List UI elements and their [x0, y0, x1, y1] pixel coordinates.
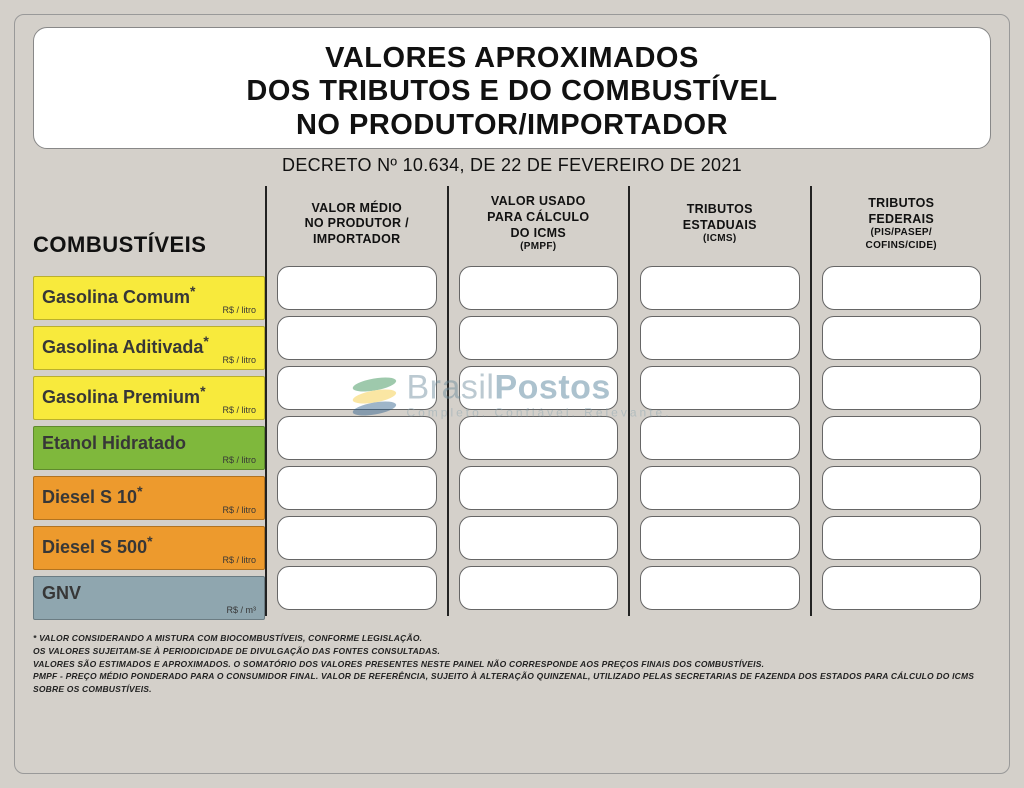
page-title: VALORES APROXIMADOS DOS TRIBUTOS E DO CO…	[54, 42, 970, 142]
fuel-unit: R$ / litro	[222, 555, 256, 565]
value-cell	[640, 266, 800, 310]
value-cell	[459, 316, 619, 360]
data-column: TRIBUTOSFEDERAIS (PIS/PASEP/COFINS/CIDE)	[810, 186, 992, 616]
value-cell	[277, 316, 437, 360]
column-header: TRIBUTOSFEDERAIS (PIS/PASEP/COFINS/CIDE)	[822, 186, 982, 262]
value-cell	[822, 316, 982, 360]
footnote-line: PMPF - PREÇO MÉDIO PONDERADO PARA O CONS…	[33, 670, 991, 696]
title-line-2: DOS TRIBUTOS E DO COMBUSTÍVEL	[246, 75, 777, 107]
value-cell	[459, 266, 619, 310]
fuel-unit: R$ / litro	[222, 505, 256, 515]
fuel-name: Etanol Hidratado	[42, 433, 186, 454]
title-line-1: VALORES APROXIMADOS	[325, 42, 699, 74]
footnote-line: VALORES SÃO ESTIMADOS E APROXIMADOS. O S…	[33, 658, 991, 671]
data-column: TRIBUTOSESTADUAIS (ICMS)	[628, 186, 810, 616]
value-cell	[277, 266, 437, 310]
fuel-label-row: Gasolina Premium* R$ / litro	[33, 376, 265, 420]
value-cell	[459, 466, 619, 510]
fuel-name: Gasolina Premium*	[42, 383, 206, 408]
footnote-line: OS VALORES SUJEITAM-SE À PERIODICIDADE D…	[33, 645, 991, 658]
fuel-label-row: Diesel S 10* R$ / litro	[33, 476, 265, 520]
value-cell	[640, 516, 800, 560]
fuel-unit: R$ / litro	[222, 305, 256, 315]
value-cell	[459, 366, 619, 410]
value-cell	[277, 566, 437, 610]
value-cell	[640, 566, 800, 610]
fuel-label-row: Gasolina Comum* R$ / litro	[33, 276, 265, 320]
fuel-name: Diesel S 10*	[42, 483, 143, 508]
value-cell	[459, 566, 619, 610]
fuel-label-row: GNV R$ / m³	[33, 576, 265, 620]
fuels-header: COMBUSTÍVEIS	[33, 232, 265, 258]
fuel-unit: R$ / litro	[222, 455, 256, 465]
data-column: VALOR MÉDIONO PRODUTOR /IMPORTADOR	[265, 186, 447, 616]
column-header: VALOR USADOPARA CÁLCULODO ICMS (PMPF)	[459, 186, 619, 262]
value-cell	[277, 516, 437, 560]
value-cell	[277, 366, 437, 410]
header-box: VALORES APROXIMADOS DOS TRIBUTOS E DO CO…	[33, 27, 991, 149]
value-cell	[459, 416, 619, 460]
value-cell	[277, 466, 437, 510]
fuel-label-row: Gasolina Aditivada* R$ / litro	[33, 326, 265, 370]
value-cell	[822, 516, 982, 560]
value-cell	[640, 416, 800, 460]
fuel-unit: R$ / m³	[226, 605, 256, 615]
decree-subtitle: DECRETO Nº 10.634, DE 22 DE FEVEREIRO DE…	[33, 155, 991, 176]
data-grid: COMBUSTÍVEIS Gasolina Comum*R$ / litroGa…	[33, 186, 991, 626]
fuel-unit: R$ / litro	[222, 405, 256, 415]
fuel-unit: R$ / litro	[222, 355, 256, 365]
fuel-label-row: Etanol Hidratado R$ / litro	[33, 426, 265, 470]
footnote-line: * VALOR CONSIDERANDO A MISTURA COM BIOCO…	[33, 632, 991, 645]
fuel-name: Gasolina Comum*	[42, 283, 195, 308]
value-cell	[822, 266, 982, 310]
column-header: VALOR MÉDIONO PRODUTOR /IMPORTADOR	[277, 186, 437, 262]
fuel-tax-panel: VALORES APROXIMADOS DOS TRIBUTOS E DO CO…	[14, 14, 1010, 774]
data-column: VALOR USADOPARA CÁLCULODO ICMS (PMPF)	[447, 186, 629, 616]
value-cell	[640, 466, 800, 510]
fuel-name: Gasolina Aditivada*	[42, 333, 209, 358]
value-cell	[640, 316, 800, 360]
title-line-3: NO PRODUTOR/IMPORTADOR	[296, 109, 728, 141]
value-cell	[822, 466, 982, 510]
footnotes: * VALOR CONSIDERANDO A MISTURA COM BIOCO…	[33, 632, 991, 696]
value-cell	[822, 366, 982, 410]
value-cell	[277, 416, 437, 460]
fuel-name: GNV	[42, 583, 81, 604]
fuel-label-row: Diesel S 500* R$ / litro	[33, 526, 265, 570]
value-cell	[822, 416, 982, 460]
data-columns: VALOR MÉDIONO PRODUTOR /IMPORTADOR VALOR …	[265, 186, 991, 616]
value-cell	[459, 516, 619, 560]
fuel-labels-column: COMBUSTÍVEIS Gasolina Comum*R$ / litroGa…	[33, 186, 265, 626]
fuel-name: Diesel S 500*	[42, 533, 153, 558]
column-header: TRIBUTOSESTADUAIS (ICMS)	[640, 186, 800, 262]
value-cell	[640, 366, 800, 410]
value-cell	[822, 566, 982, 610]
